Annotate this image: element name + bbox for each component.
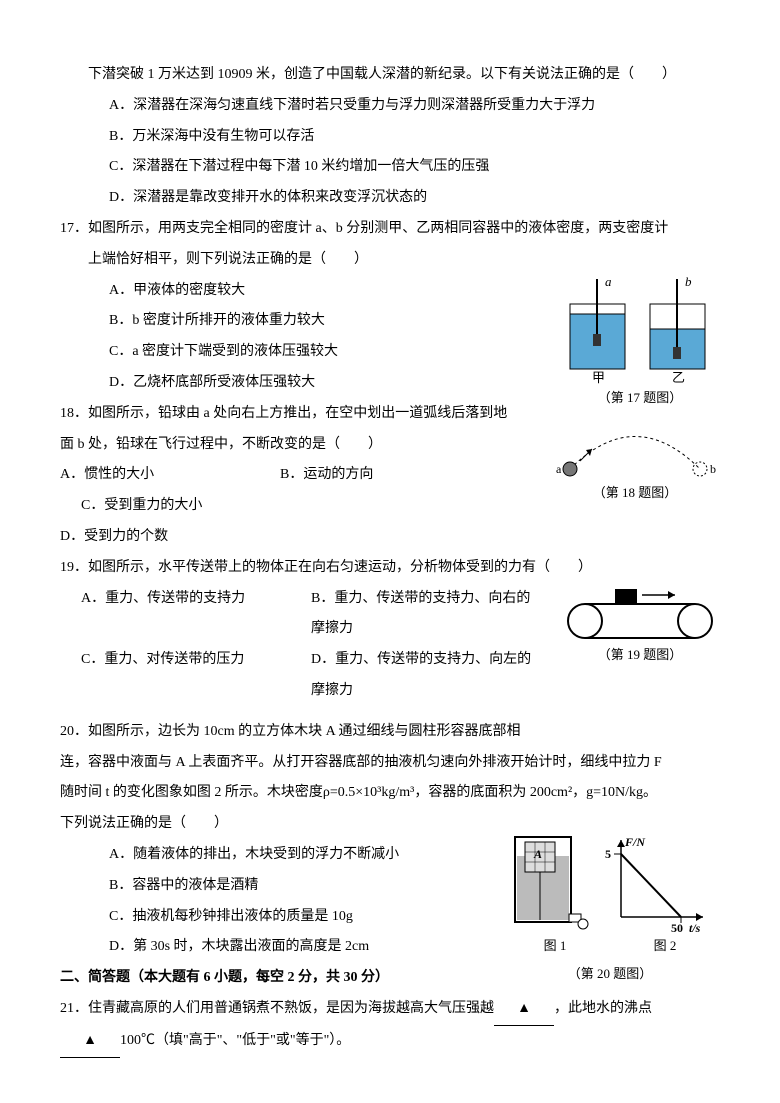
question-16: 下潜突破 1 万米达到 10909 米，创造了中国载人深潜的新纪录。以下有关说法… bbox=[60, 60, 720, 214]
q19-opt-a: A．重力、传送带的支持力 bbox=[81, 584, 311, 646]
q19-opt-d: D．重力、传送带的支持力、向左的摩擦力 bbox=[311, 645, 541, 707]
svg-text:5: 5 bbox=[605, 847, 611, 861]
q16-opt-a: A．深潜器在深海匀速直线下潜时若只受重力与浮力则深潜器所受重力大于浮力 bbox=[109, 91, 720, 122]
q20-opt-b: B．容器中的液体是酒精 bbox=[109, 871, 509, 902]
q20-fig2: 5 F/N 50 t/s bbox=[603, 832, 713, 932]
q16-stem: 下潜突破 1 万米达到 10909 米，创造了中国载人深潜的新纪录。以下有关说法… bbox=[60, 60, 720, 91]
q17-opt-b: B．b 密度计所排开的液体重力较大 bbox=[109, 306, 549, 337]
q19-opt-b: B．重力、传送带的支持力、向右的摩擦力 bbox=[311, 584, 541, 646]
q20-stem1: 20．如图所示，边长为 10cm 的立方体木块 A 通过细线与圆柱形容器底部相 bbox=[60, 717, 720, 748]
svg-text:A: A bbox=[533, 847, 542, 861]
q18-opt-a: A．惯性的大小 bbox=[60, 460, 280, 491]
q20-cap3: （第 20 题图） bbox=[500, 960, 720, 989]
q16-opt-c: C．深潜器在下潜过程中每下潜 10 米约增加一倍大气压的压强 bbox=[109, 152, 720, 183]
svg-text:50: 50 bbox=[671, 921, 683, 932]
q21-c: 100℃（填"高于"、"低于"或"等于"）。 bbox=[120, 1033, 350, 1048]
svg-text:a: a bbox=[556, 462, 562, 476]
q17-stem1: 17．如图所示，用两支完全相同的密度计 a、b 分别测甲、乙两相同容器中的液体密… bbox=[60, 214, 720, 245]
q20-fig1: A bbox=[507, 832, 589, 932]
q20-stem3: 随时间 t 的变化图象如图 2 所示。木块密度ρ=0.5×10³kg/m³，容器… bbox=[60, 778, 720, 809]
q17-figure: a b 甲 乙 （第 17 题图） bbox=[560, 274, 720, 413]
q19-stem: 19．如图所示，水平传送带上的物体正在向右匀速运动，分析物体受到的力有（ ） bbox=[60, 553, 720, 584]
q19-opt-c: C．重力、对传送带的压力 bbox=[81, 645, 311, 707]
q21-b: ，此地水的沸点 bbox=[554, 1001, 652, 1016]
svg-text:b: b bbox=[685, 274, 692, 289]
q17-stem2: 上端恰好相平，则下列说法正确的是（ ） bbox=[60, 245, 720, 276]
q20-stem2: 连，容器中液面与 A 上表面齐平。从打开容器底部的抽液机匀速向外排液开始计时，细… bbox=[60, 748, 720, 779]
svg-text:t/s: t/s bbox=[689, 921, 701, 932]
q18-opt-b: B．运动的方向 bbox=[280, 460, 500, 491]
q19-caption: （第 19 题图） bbox=[560, 641, 720, 670]
q19-figure: （第 19 题图） bbox=[560, 581, 720, 670]
q20-figure: A 5 F/N 50 t/s 图 1 bbox=[500, 832, 720, 989]
svg-text:甲: 甲 bbox=[592, 370, 605, 384]
q17-opt-d: D．乙烧杯底部所受液体压强较大 bbox=[109, 368, 549, 399]
q17-opt-c: C．a 密度计下端受到的液体压强较大 bbox=[109, 337, 549, 368]
q20-cap1: 图 1 bbox=[544, 932, 567, 961]
q18-caption: （第 18 题图） bbox=[550, 479, 720, 508]
svg-text:a: a bbox=[605, 274, 612, 289]
q16-opt-d: D．深潜器是靠改变排开水的体积来改变浮沉状态的 bbox=[109, 183, 720, 214]
q17-opt-a: A．甲液体的密度较大 bbox=[109, 276, 549, 307]
q20-opt-d: D．第 30s 时，木块露出液面的高度是 2cm bbox=[109, 932, 509, 963]
svg-text:乙: 乙 bbox=[672, 370, 685, 384]
q18-opt-d: D．受到力的个数 bbox=[60, 522, 280, 553]
q18-figure: a b （第 18 题图） bbox=[550, 419, 720, 508]
q21-blank1: ▲ bbox=[494, 994, 554, 1026]
question-17: 17．如图所示，用两支完全相同的密度计 a、b 分别测甲、乙两相同容器中的液体密… bbox=[60, 214, 720, 399]
question-20: 20．如图所示，边长为 10cm 的立方体木块 A 通过细线与圆柱形容器底部相 … bbox=[60, 717, 720, 963]
svg-text:F/N: F/N bbox=[624, 835, 646, 849]
question-18: 18．如图所示，铅球由 a 处向右上方推出，在空中划出一道弧线后落到地 面 b … bbox=[60, 399, 720, 553]
question-21: 21．住青藏高原的人们用普通锅煮不熟饭，是因为海拔越高大气压强越▲，此地水的沸点… bbox=[60, 994, 720, 1058]
q20-opt-a: A．随着液体的排出，木块受到的浮力不断减小 bbox=[109, 840, 509, 871]
question-19: 19．如图所示，水平传送带上的物体正在向右匀速运动，分析物体受到的力有（ ） （… bbox=[60, 553, 720, 717]
q20-opt-c: C．抽液机每秒钟排出液体的质量是 10g bbox=[109, 902, 509, 933]
q16-opt-b: B．万米深海中没有生物可以存活 bbox=[109, 122, 720, 153]
q21-a: 21．住青藏高原的人们用普通锅煮不熟饭，是因为海拔越高大气压强越 bbox=[60, 1001, 494, 1016]
q18-opt-c: C．受到重力的大小 bbox=[60, 491, 301, 522]
q21-blank2: ▲ bbox=[60, 1026, 120, 1058]
q20-cap2: 图 2 bbox=[654, 932, 677, 961]
svg-text:b: b bbox=[710, 462, 716, 476]
